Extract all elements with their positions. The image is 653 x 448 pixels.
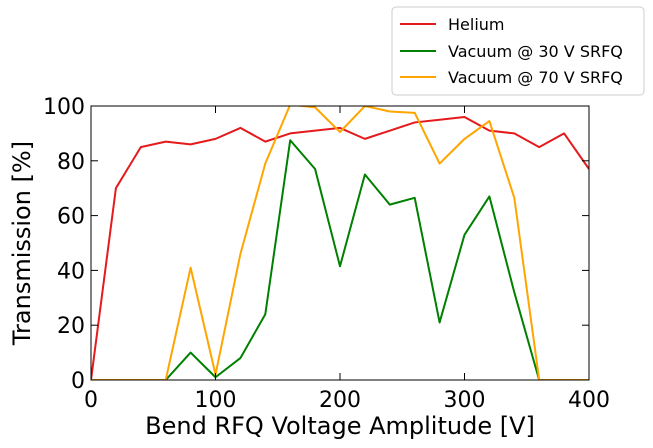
y-axis-ticks: 0 20 40 60 80 100 xyxy=(43,95,589,394)
series-line-vacuum-30v xyxy=(91,139,589,380)
x-axis-label: Bend RFQ Voltage Amplitude [V] xyxy=(145,412,535,440)
legend-entry-helium: Helium xyxy=(400,15,505,34)
plot-frame xyxy=(90,105,590,381)
x-axis-ticks: 0 100 200 300 400 xyxy=(84,106,610,413)
y-tick-label: 80 xyxy=(57,150,85,175)
x-tick-label: 300 xyxy=(444,388,486,413)
legend: Helium Vacuum @ 30 V SRFQ Vacuum @ 70 V … xyxy=(391,6,645,96)
y-tick-label: 60 xyxy=(57,205,85,230)
legend-label-vacuum-70v: Vacuum @ 70 V SRFQ xyxy=(448,68,623,87)
x-tick-label: 100 xyxy=(195,388,237,413)
legend-entry-vacuum-30v: Vacuum @ 30 V SRFQ xyxy=(400,42,623,61)
legend-frame xyxy=(391,6,645,96)
series-line-helium xyxy=(91,115,589,380)
y-tick-label: 40 xyxy=(57,259,85,284)
y-axis-label: Transmission [%] xyxy=(8,141,36,346)
x-tick-label: 0 xyxy=(84,388,98,413)
legend-label-helium: Helium xyxy=(448,15,505,34)
y-tick-label: 100 xyxy=(43,95,85,120)
x-tick-label: 400 xyxy=(568,388,610,413)
series-line-vacuum-70v xyxy=(91,106,589,380)
x-tick-label: 200 xyxy=(319,388,361,413)
y-tick-label: 0 xyxy=(71,369,85,394)
legend-label-vacuum-30v: Vacuum @ 30 V SRFQ xyxy=(448,42,623,61)
legend-entry-vacuum-70v: Vacuum @ 70 V SRFQ xyxy=(400,68,623,87)
y-tick-label: 20 xyxy=(57,314,85,339)
